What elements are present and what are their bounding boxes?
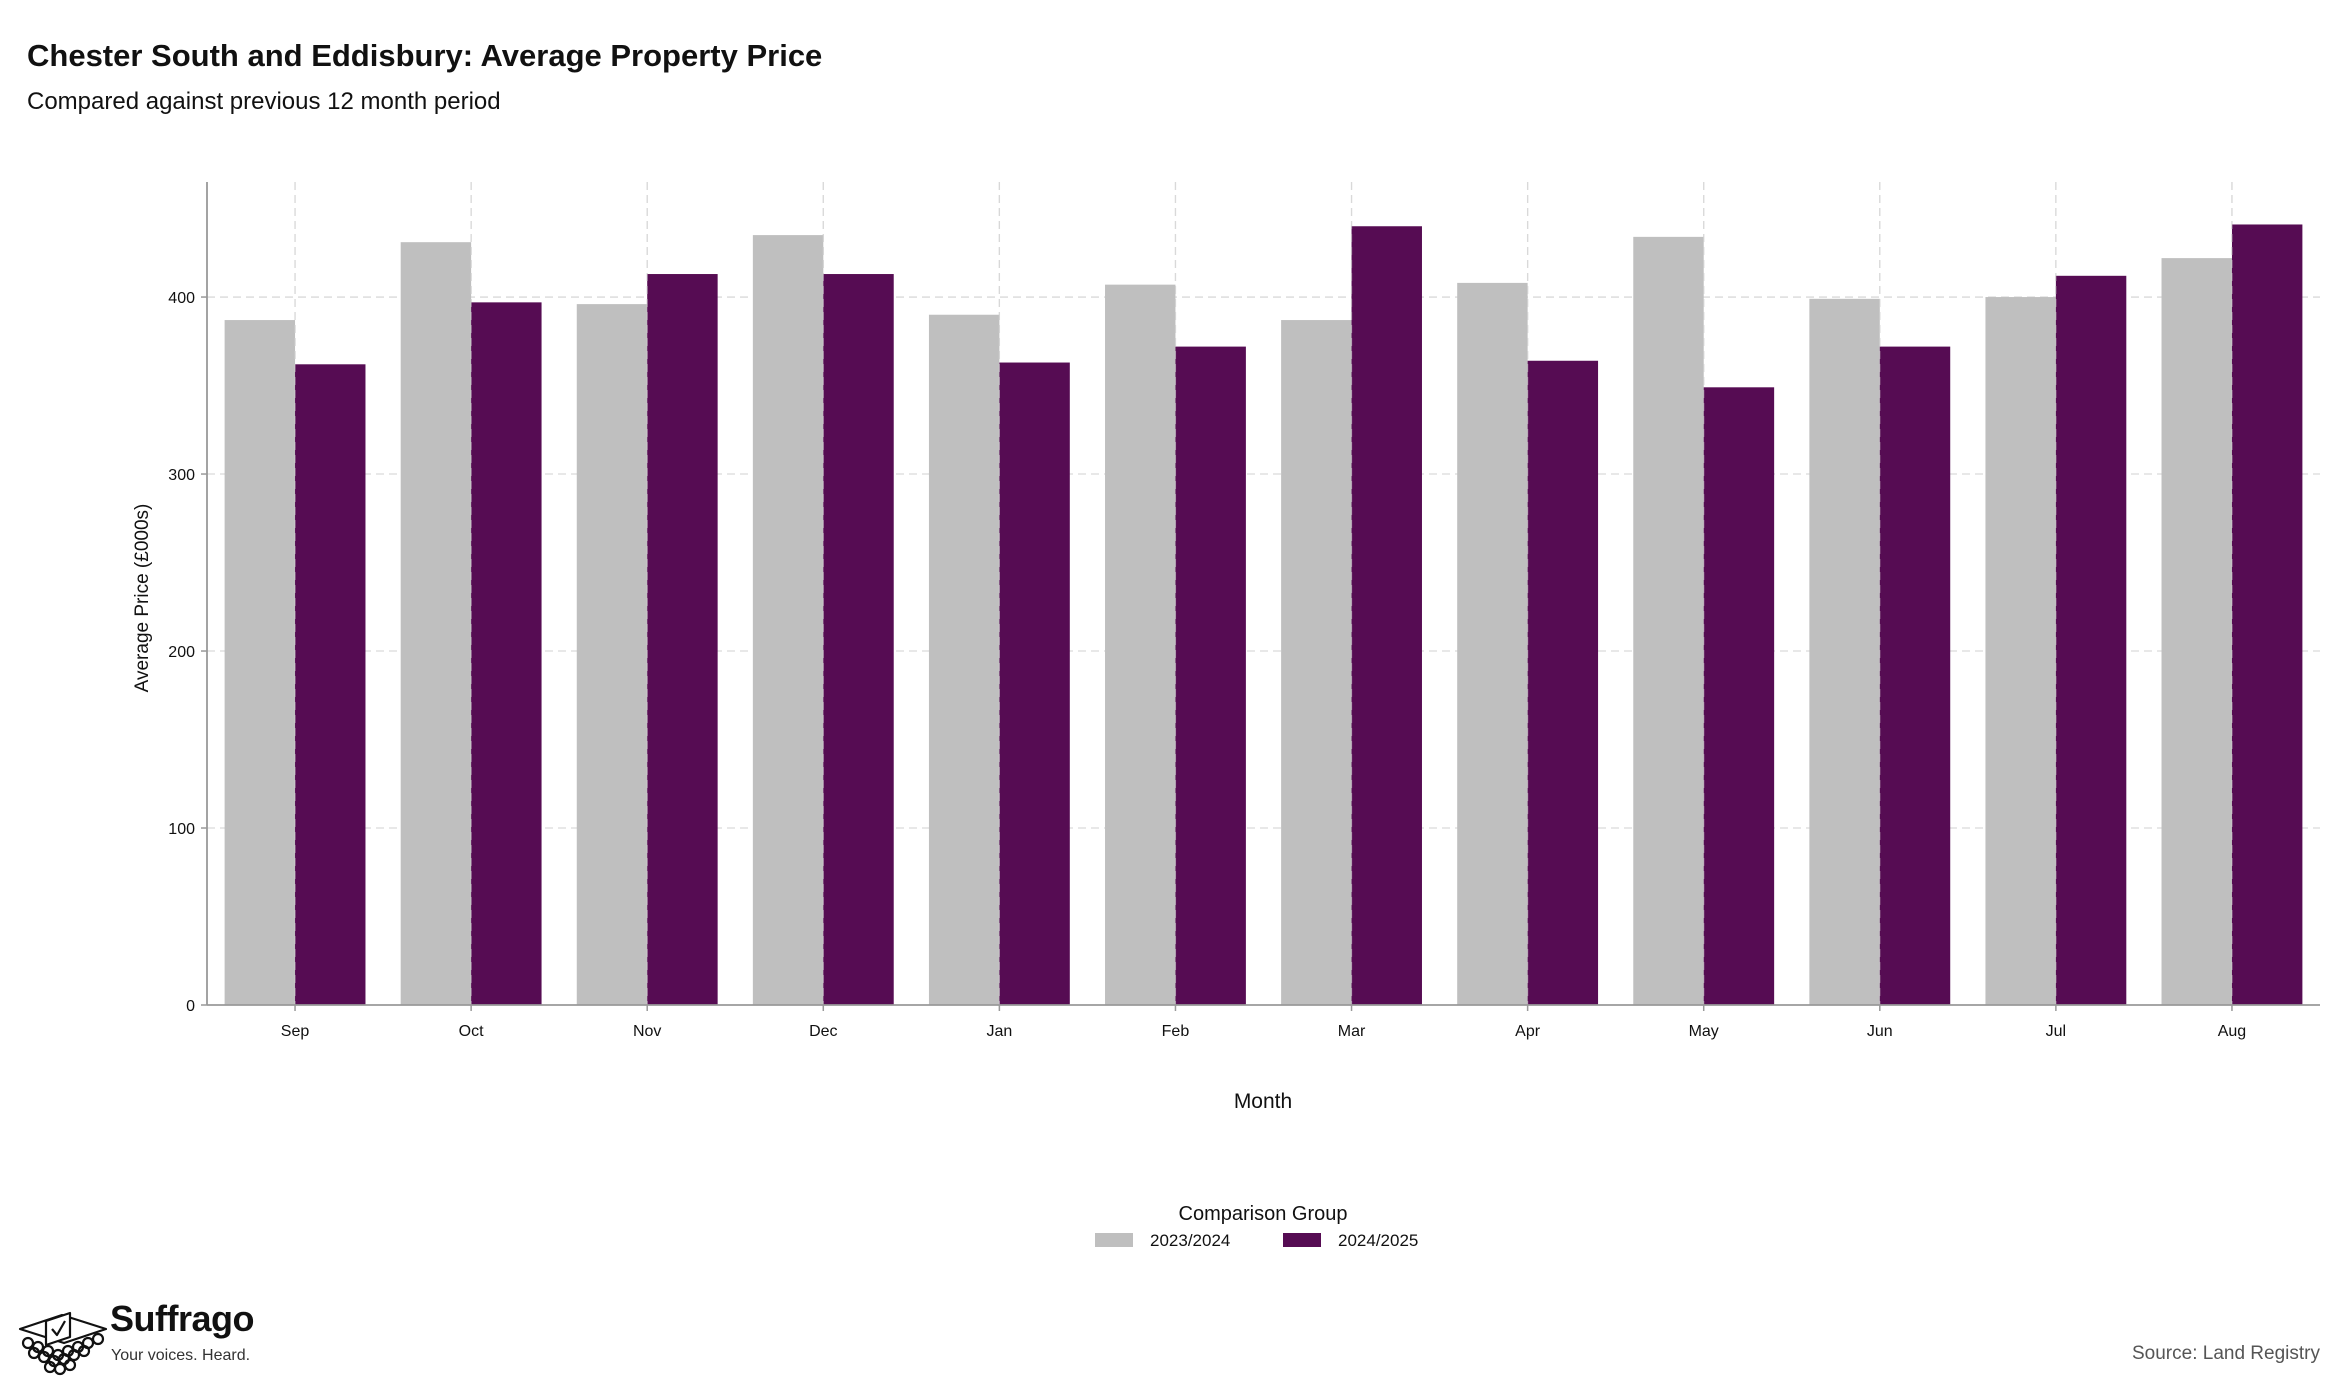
- x-tick-label: Nov: [633, 1023, 661, 1040]
- bar-2023-2024-nov: [576, 304, 648, 1006]
- chart-subtitle: Compared against previous 12 month perio…: [27, 88, 501, 115]
- bar-2024-2025-jul: [2055, 275, 2127, 1005]
- x-tick-label: Jun: [1867, 1023, 1893, 1040]
- y-axis-label: Average Price (£000s): [132, 504, 153, 693]
- bar-chart: Sep Oct Nov Dec Jan Feb Mar Apr May Jun Jul Aug 0 10…: [132, 182, 2320, 1250]
- bar-2024-2025-feb: [1175, 346, 1246, 1006]
- x-tick-label: Sep: [281, 1023, 310, 1040]
- y-tick-label: 0: [186, 998, 195, 1015]
- x-tick-label: Oct: [459, 1023, 484, 1040]
- x-tick-label: Jul: [2046, 1023, 2066, 1040]
- bar-2024-2025-dec: [823, 274, 894, 1005]
- bar-2023-2024-jun: [1809, 298, 1880, 1006]
- x-tick-label: Mar: [1338, 1023, 1366, 1040]
- bar-2023-2024-may: [1633, 236, 1704, 1005]
- x-tick-label: Feb: [1162, 1023, 1190, 1040]
- bar-2023-2024-feb: [1105, 284, 1176, 1005]
- bar-2024-2025-nov: [647, 274, 718, 1005]
- ballot-box-icon: [18, 1311, 108, 1376]
- bar-2024-2025-oct: [471, 302, 542, 1006]
- bar-2023-2024-sep: [224, 320, 296, 1005]
- bar-2024-2025-may: [1703, 387, 1775, 1006]
- legend-swatch: [1095, 1233, 1133, 1247]
- bar-2024-2025-jun: [1879, 346, 1951, 1006]
- legend: 2023/2024 2024/2025: [1095, 1231, 1418, 1250]
- bar-2023-2024-jan: [928, 314, 1000, 1005]
- x-tick-label: May: [1689, 1023, 1719, 1040]
- y-tick-label: 400: [168, 290, 195, 307]
- source-note: Source: Land Registry: [2132, 1343, 2320, 1364]
- bars: [224, 182, 2303, 1006]
- y-tick-label: 200: [168, 644, 195, 661]
- bar-2023-2024-dec: [752, 235, 824, 1005]
- bar-2023-2024-aug: [2161, 258, 2232, 1006]
- y-tick-labels: 0 100 200 300 400: [168, 290, 195, 1015]
- bar-2024-2025-mar: [1351, 226, 1422, 1005]
- legend-label: 2024/2025: [1338, 1231, 1418, 1250]
- x-tick-labels: Sep Oct Nov Dec Jan Feb Mar Apr May Jun Jul Aug: [281, 1023, 2246, 1040]
- bar-2023-2024-jul: [1985, 297, 2056, 1006]
- x-tick-label: Aug: [2218, 1023, 2246, 1040]
- x-tick-label: Dec: [809, 1023, 837, 1040]
- bar-2023-2024-mar: [1281, 320, 1352, 1005]
- axes: [201, 182, 2320, 1011]
- brand-tagline: Your voices. Heard.: [111, 1347, 251, 1364]
- y-tick-label: 100: [168, 821, 195, 838]
- x-tick-label: Jan: [986, 1023, 1012, 1040]
- x-axis-label: Month: [1234, 1090, 1292, 1113]
- bar-2024-2025-jan: [999, 362, 1070, 1005]
- legend-title: Comparison Group: [1179, 1203, 1348, 1225]
- bar-2024-2025-apr: [1527, 360, 1599, 1005]
- brand-name: Suffrago: [110, 1298, 255, 1339]
- x-tick-label: Apr: [1515, 1023, 1541, 1040]
- bar-2024-2025-aug: [2231, 224, 2303, 1005]
- y-tick-label: 300: [168, 467, 195, 484]
- bar-2023-2024-apr: [1457, 282, 1528, 1005]
- bar-2024-2025-sep: [295, 364, 366, 1005]
- legend-label: 2023/2024: [1150, 1231, 1230, 1250]
- chart-title: Chester South and Eddisbury: Average Pro…: [27, 38, 823, 73]
- bar-2023-2024-oct: [400, 242, 472, 1006]
- legend-swatch: [1283, 1233, 1321, 1247]
